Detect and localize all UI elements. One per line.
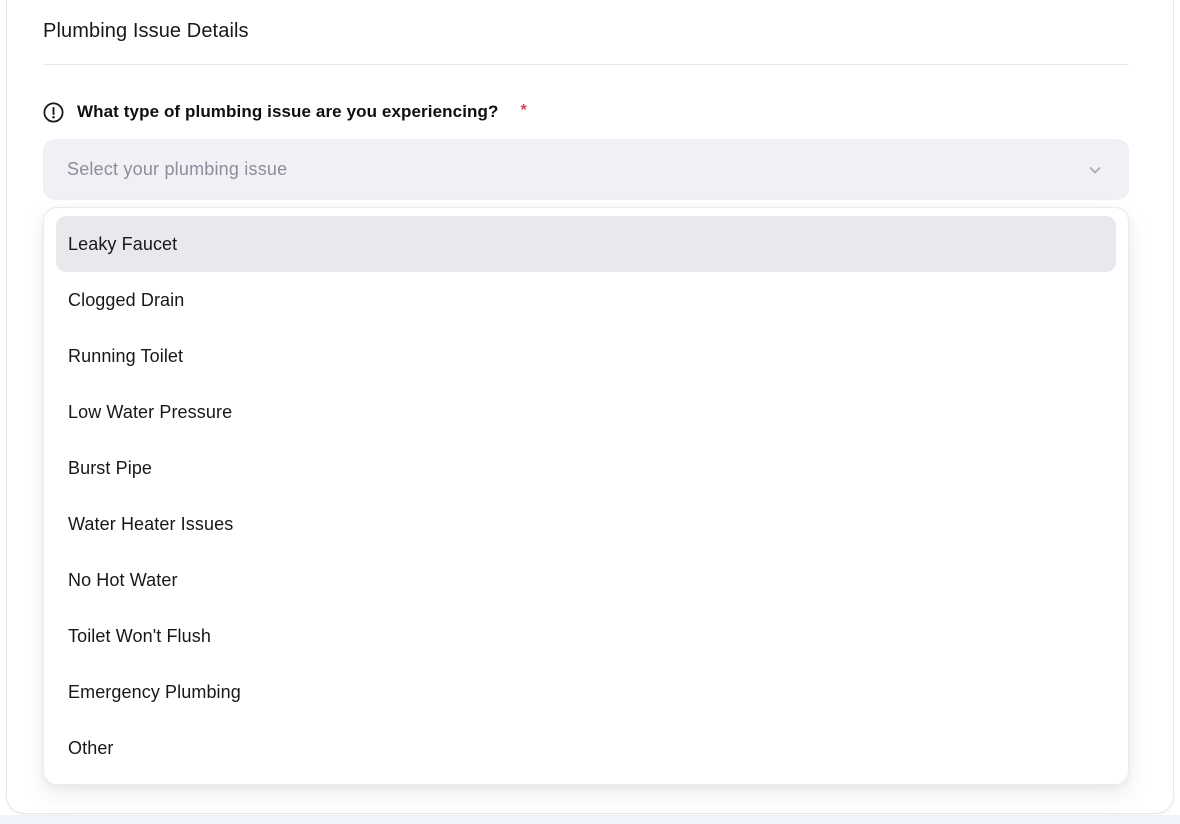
chevron-down-icon xyxy=(1089,166,1101,173)
dropdown-option-water-heater-issues[interactable]: Water Heater Issues xyxy=(68,513,234,534)
section-divider xyxy=(43,64,1129,65)
plumbing-details-card: Plumbing Issue Details What type of plum… xyxy=(6,0,1174,814)
dropdown-option-clogged-drain[interactable]: Clogged Drain xyxy=(68,289,185,310)
section-title: Plumbing Issue Details xyxy=(43,20,249,42)
plumbing-issue-dropdown: Leaky Faucet Clogged Drain Running Toile… xyxy=(43,207,1129,785)
dropdown-option-leaky-faucet[interactable]: Leaky Faucet xyxy=(56,216,1116,272)
dropdown-option-emergency-plumbing[interactable]: Emergency Plumbing xyxy=(68,681,241,702)
required-asterisk: * xyxy=(520,102,527,119)
dropdown-option-burst-pipe[interactable]: Burst Pipe xyxy=(68,457,153,478)
dropdown-option-low-water-pressure[interactable]: Low Water Pressure xyxy=(68,401,233,422)
dropdown-option-running-toilet[interactable]: Running Toilet xyxy=(68,345,184,366)
next-section-strip xyxy=(0,815,1180,824)
question-row: What type of plumbing issue are you expe… xyxy=(43,100,1129,124)
question-label: What type of plumbing issue are you expe… xyxy=(77,102,499,121)
exclamation-circle-icon xyxy=(43,101,64,123)
dropdown-option-other[interactable]: Other xyxy=(68,737,114,758)
plumbing-issue-select[interactable]: Select your plumbing issue xyxy=(43,139,1129,200)
dropdown-option-no-hot-water[interactable]: No Hot Water xyxy=(68,569,178,590)
select-placeholder: Select your plumbing issue xyxy=(67,159,288,179)
dropdown-option-toilet-wont-flush[interactable]: Toilet Won't Flush xyxy=(68,625,211,646)
